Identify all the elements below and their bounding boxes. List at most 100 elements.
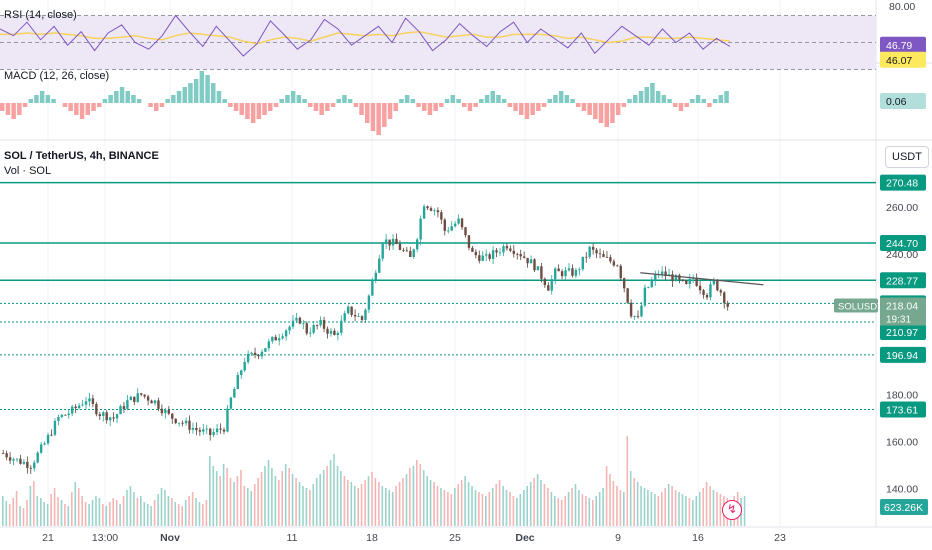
macd-bar bbox=[165, 99, 170, 103]
volume-bar bbox=[564, 496, 566, 526]
volume-bar bbox=[664, 488, 666, 526]
volume-bar bbox=[136, 498, 139, 526]
volume-bar bbox=[164, 490, 166, 526]
candle-body bbox=[450, 226, 453, 231]
macd-bar bbox=[496, 95, 501, 103]
volume-bar bbox=[240, 470, 242, 526]
macd-bar bbox=[154, 103, 159, 111]
rsi-legend[interactable]: RSI (14, close) bbox=[4, 9, 77, 21]
currency-unit-button[interactable]: USDT bbox=[885, 146, 929, 168]
volume-bar bbox=[467, 482, 470, 526]
volume-bar bbox=[550, 492, 553, 526]
candle-body bbox=[629, 302, 633, 317]
volume-legend[interactable]: Vol · SOL bbox=[4, 165, 52, 177]
flash-icon[interactable]: ↯ bbox=[722, 500, 742, 520]
candle-body bbox=[540, 266, 543, 279]
macd-bar bbox=[553, 95, 558, 103]
candle-body bbox=[191, 427, 195, 430]
candle-body bbox=[578, 269, 581, 271]
candle-body bbox=[105, 412, 108, 421]
candle-body bbox=[46, 434, 50, 444]
candle-body bbox=[112, 417, 115, 419]
candle-body bbox=[416, 239, 419, 250]
volume-bar bbox=[257, 478, 259, 526]
volume-bar bbox=[215, 471, 218, 526]
candle-body bbox=[198, 430, 202, 432]
time-axis[interactable]: 21 13:00 Nov 11 18 25 Dec 9 16 23 bbox=[42, 532, 786, 544]
volume-bar bbox=[340, 471, 342, 526]
trendline[interactable] bbox=[640, 272, 764, 286]
macd-bar bbox=[399, 99, 404, 103]
candle-body bbox=[274, 336, 277, 341]
macd-bar bbox=[427, 103, 433, 115]
candle-body bbox=[53, 420, 57, 435]
macd-bar bbox=[245, 103, 250, 119]
volume-bar bbox=[526, 486, 528, 526]
volume-bar bbox=[512, 496, 515, 526]
countdown-badge: 19:31 bbox=[886, 314, 911, 325]
volume-bar bbox=[488, 492, 491, 526]
volume-bar bbox=[581, 494, 584, 526]
rsi-ma-value-badge: 46.07 bbox=[886, 55, 912, 67]
candle-body bbox=[102, 412, 105, 416]
level-badge: 270.48 bbox=[886, 178, 918, 190]
macd-bar bbox=[359, 103, 364, 115]
macd-bar bbox=[342, 95, 347, 103]
candle-body bbox=[654, 274, 657, 281]
volume-bar bbox=[536, 474, 539, 526]
horizontal-levels[interactable] bbox=[0, 181, 876, 411]
candle-body bbox=[171, 413, 174, 419]
symbol-title[interactable]: SOL / TetherUS, 4h, BINANCE bbox=[4, 150, 159, 162]
volume-bar bbox=[202, 504, 204, 526]
volume-bar bbox=[274, 476, 277, 526]
volume-bar bbox=[633, 478, 635, 526]
volume-bar bbox=[309, 490, 311, 526]
volume-bar bbox=[22, 508, 25, 526]
volume-bar bbox=[167, 496, 170, 526]
macd-bar bbox=[724, 91, 729, 103]
candle-body bbox=[374, 272, 377, 281]
candle-body bbox=[381, 243, 384, 259]
candle-body bbox=[705, 294, 709, 298]
time-tick-label: Nov bbox=[160, 532, 180, 544]
volume-bar bbox=[647, 490, 649, 526]
candle-body bbox=[253, 352, 257, 355]
volume-bar bbox=[91, 500, 94, 526]
volume-bar bbox=[485, 496, 487, 526]
volume-bar bbox=[709, 486, 711, 526]
volume-bar bbox=[650, 492, 653, 526]
volume-bar bbox=[495, 484, 497, 526]
volume-bar bbox=[160, 488, 163, 526]
volume-bar bbox=[84, 502, 87, 526]
candle-body bbox=[485, 254, 488, 256]
candle-body bbox=[640, 305, 643, 317]
macd-bar bbox=[336, 99, 341, 103]
candle-body bbox=[140, 393, 143, 395]
volume-bar bbox=[12, 498, 14, 526]
volume-bar bbox=[491, 488, 494, 526]
macd-bar bbox=[39, 91, 45, 103]
candle-body bbox=[564, 270, 567, 277]
candle-body bbox=[115, 414, 119, 419]
volume-bar bbox=[5, 501, 8, 526]
volume-bar bbox=[385, 488, 387, 526]
macd-bar bbox=[473, 103, 478, 107]
candle-body bbox=[453, 223, 457, 227]
candle-body bbox=[702, 290, 705, 295]
candle-body bbox=[605, 256, 609, 258]
level-badge-bg bbox=[880, 346, 926, 363]
macd-bar bbox=[593, 103, 598, 119]
volume-bar bbox=[146, 504, 149, 526]
candle-body bbox=[222, 429, 226, 432]
candle-body bbox=[264, 348, 267, 352]
candle-body bbox=[557, 268, 560, 272]
macd-legend[interactable]: MACD (12, 26, close) bbox=[4, 70, 110, 82]
macd-bar bbox=[108, 95, 113, 103]
macd-bar bbox=[114, 91, 119, 103]
time-tick-label: 23 bbox=[774, 532, 786, 544]
macd-bar bbox=[22, 103, 28, 107]
volume-bar bbox=[454, 488, 456, 526]
time-tick-label: 25 bbox=[449, 532, 461, 544]
candle-body bbox=[288, 326, 291, 331]
